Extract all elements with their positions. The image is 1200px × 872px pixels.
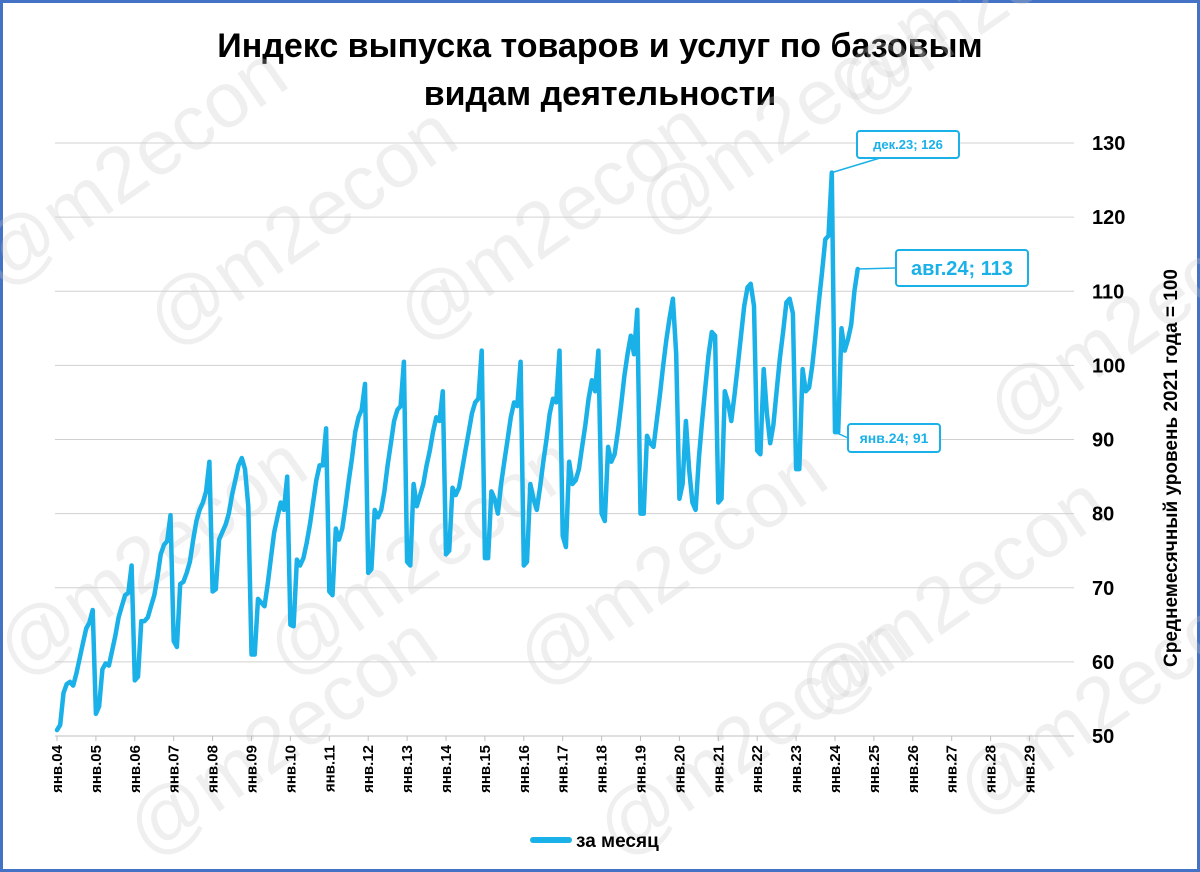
annotations: дек.23; 126 авг.24; 113 янв.24; 91 xyxy=(831,130,1029,453)
x-tick-label: янв.24 xyxy=(827,744,844,793)
x-tick-label: янв.20 xyxy=(671,745,688,793)
callout-label: дек.23; 126 xyxy=(873,137,943,152)
x-tick-label: янв.07 xyxy=(166,745,183,793)
x-tick-label: янв.18 xyxy=(594,745,611,793)
y-tick-label: 120 xyxy=(1092,207,1125,229)
x-tick-label: янв.25 xyxy=(866,745,883,793)
legend: за месяц xyxy=(530,831,659,852)
x-tick-label: янв.26 xyxy=(905,745,922,793)
x-tick-label: янв.23 xyxy=(788,745,805,793)
y-tick-label: 130 xyxy=(1092,133,1125,155)
callout-leader xyxy=(857,267,897,270)
x-tick-label: янв.13 xyxy=(399,745,416,793)
x-tick-label: янв.06 xyxy=(127,745,144,793)
callout-box xyxy=(856,130,960,159)
x-tick-label: янв.27 xyxy=(944,745,961,793)
callout-label: авг.24; 113 xyxy=(911,258,1013,280)
callout-box xyxy=(847,423,941,453)
x-tick-label: янв.29 xyxy=(1022,745,1039,793)
x-tick-label: янв.15 xyxy=(477,745,494,793)
x-tick-label: янв.14 xyxy=(438,744,455,793)
y-tick-label: 70 xyxy=(1092,578,1114,600)
x-tick-label: янв.05 xyxy=(88,745,105,793)
y-tick-label: 80 xyxy=(1092,504,1114,526)
y-axis-ticks: 50 60 70 80 90 100 110 120 130 xyxy=(1092,133,1125,748)
y-tick-label: 110 xyxy=(1092,281,1124,303)
y-tick-label: 90 xyxy=(1092,430,1114,452)
series-layer xyxy=(54,170,860,733)
x-tick-label: янв.10 xyxy=(282,745,299,793)
x-tick-label: янв.22 xyxy=(749,745,766,793)
chart-title: Индекс выпуска товаров и услуг по базовы… xyxy=(100,22,1100,118)
x-tick-label: янв.08 xyxy=(205,745,222,793)
y-axis-label: Среднемесячный уровень 2021 года = 100 xyxy=(1161,269,1182,667)
x-tick-label: янв.12 xyxy=(360,745,377,793)
x-tick-label: янв.17 xyxy=(555,745,572,793)
chart-title-line-2: видам деятельности xyxy=(423,75,777,113)
x-tick-label: янв.28 xyxy=(983,745,1000,793)
x-tick-label: янв.11 xyxy=(321,745,338,792)
y-tick-label: 100 xyxy=(1092,355,1125,377)
x-axis-ticks: янв.04 янв.05 янв.06 янв.07 янв.08 янв.09 янв.… xyxy=(49,736,1039,793)
callout-leader xyxy=(834,431,849,439)
callout-leader xyxy=(831,157,881,174)
x-tick-label: янв.04 xyxy=(49,744,66,793)
callout-label: янв.24; 91 xyxy=(860,430,929,446)
x-tick-label: янв.16 xyxy=(516,745,533,793)
x-tick-label: янв.09 xyxy=(244,745,261,793)
callout-box xyxy=(895,249,1029,287)
y-tick-label: 50 xyxy=(1092,726,1114,748)
x-tick-label: янв.19 xyxy=(633,745,650,793)
legend-label: за месяц xyxy=(576,831,659,852)
chart-title-line-1: Индекс выпуска товаров и услуг по базовы… xyxy=(217,27,983,65)
series-line xyxy=(54,170,860,733)
y-tick-label: 60 xyxy=(1092,652,1114,674)
x-tick-label: янв.21 xyxy=(710,745,727,793)
